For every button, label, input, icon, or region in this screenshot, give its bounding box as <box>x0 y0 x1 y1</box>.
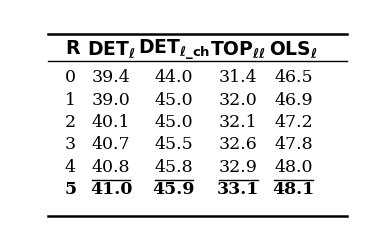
Text: 5: 5 <box>65 181 77 198</box>
Text: 39.0: 39.0 <box>92 92 130 109</box>
Text: 45.0: 45.0 <box>154 114 193 131</box>
Text: 40.8: 40.8 <box>92 159 130 176</box>
Text: $\mathbf{DET_{\ell\_ch}}$: $\mathbf{DET_{\ell\_ch}}$ <box>138 37 210 61</box>
Text: 32.0: 32.0 <box>219 92 257 109</box>
Text: 32.6: 32.6 <box>219 136 257 153</box>
Text: 48.1: 48.1 <box>273 181 315 198</box>
Text: 45.5: 45.5 <box>154 136 193 153</box>
Text: 39.4: 39.4 <box>92 69 130 86</box>
Text: 45.0: 45.0 <box>154 92 193 109</box>
Text: 40.1: 40.1 <box>92 114 130 131</box>
Text: 0: 0 <box>65 69 76 86</box>
Text: 47.8: 47.8 <box>274 136 313 153</box>
Text: 41.0: 41.0 <box>90 181 132 198</box>
Text: 1: 1 <box>65 92 76 109</box>
Text: $\mathbf{R}$: $\mathbf{R}$ <box>65 40 81 58</box>
Text: 4: 4 <box>65 159 76 176</box>
Text: $\mathbf{DET_{\ell}}$: $\mathbf{DET_{\ell}}$ <box>87 39 135 60</box>
Text: $\mathbf{OLS_{\ell}}$: $\mathbf{OLS_{\ell}}$ <box>269 39 318 60</box>
Text: 46.5: 46.5 <box>274 69 313 86</box>
Text: 32.9: 32.9 <box>219 159 257 176</box>
Text: 40.7: 40.7 <box>92 136 130 153</box>
Text: 44.0: 44.0 <box>155 69 193 86</box>
Text: 45.8: 45.8 <box>154 159 193 176</box>
Text: 46.9: 46.9 <box>274 92 313 109</box>
Text: 32.1: 32.1 <box>219 114 257 131</box>
Text: 47.2: 47.2 <box>274 114 313 131</box>
Text: 3: 3 <box>65 136 76 153</box>
Text: 45.9: 45.9 <box>152 181 195 198</box>
Text: 31.4: 31.4 <box>219 69 257 86</box>
Text: $\mathbf{TOP_{\ell\ell}}$: $\mathbf{TOP_{\ell\ell}}$ <box>210 39 266 60</box>
Text: 48.0: 48.0 <box>274 159 313 176</box>
Text: 33.1: 33.1 <box>217 181 259 198</box>
Text: 2: 2 <box>65 114 76 131</box>
